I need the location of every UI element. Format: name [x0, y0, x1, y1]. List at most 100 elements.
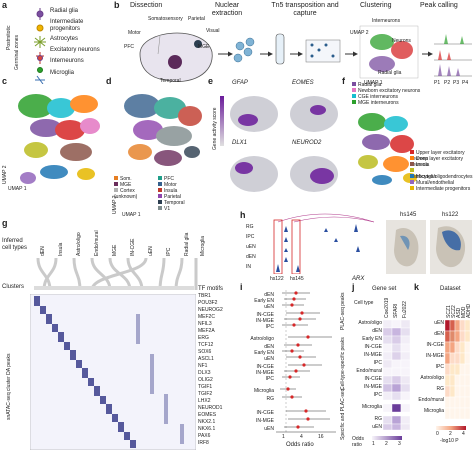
- j-row-10: Microglia: [361, 404, 382, 410]
- panel-f-label: f: [342, 76, 345, 86]
- legend-som: Som.: [114, 176, 132, 182]
- j-tick-2: 2: [385, 441, 388, 447]
- umap2-b: UMAP 2: [350, 30, 369, 36]
- umap2-c: UMAP 2: [2, 165, 8, 184]
- f-legend-newborn-text: Newborn excitatory neurons: [358, 88, 421, 94]
- workflow-diagram: [139, 25, 472, 82]
- k-row-1: dEN: [434, 331, 444, 337]
- f-legend-deep: Deep layer excitatory neurons: [410, 156, 474, 168]
- f-swatch-mge: [352, 100, 356, 104]
- f-legend-mural: Mural/endothelial: [410, 180, 474, 186]
- region-temporal: Temporal: [160, 78, 181, 84]
- i-row-17: uEN: [264, 426, 274, 432]
- f-legend-deep-text: Deep layer excitatory neurons: [410, 156, 463, 168]
- umap-regions-d: [124, 94, 202, 166]
- tf-eomes: EOMES: [198, 412, 217, 418]
- i-row-16: IN-MGE: [255, 418, 274, 424]
- tf-nkx61: NKX6.1: [198, 426, 216, 432]
- f-legend-newborn: Newborn excitatory neurons: [352, 88, 472, 94]
- swatch-cortex: [114, 188, 118, 192]
- gene-arx: ARX: [352, 276, 365, 282]
- i-row-4: IN-MGE: [255, 318, 274, 324]
- panel-j-label: j: [352, 282, 355, 292]
- cell-type-excitatory: Excitatory neurons: [50, 47, 100, 53]
- panel-h-label: h: [240, 210, 246, 220]
- cell-icons: [34, 8, 46, 84]
- legend-motor: Motor: [158, 182, 177, 188]
- cluster-label-rg: Radial glia: [378, 70, 402, 76]
- inferred-label: Inferred cell types: [2, 238, 28, 251]
- umap1-b: UMAP 1: [364, 80, 383, 86]
- f-legend-insula: Insula: [410, 162, 429, 168]
- k-row-8: Microglia: [423, 408, 444, 414]
- f-legend-microglia: Microglia: [410, 174, 436, 180]
- j-row-2: Early EN: [362, 336, 382, 342]
- region-mge: MGE: [198, 44, 210, 50]
- i-row-13: Microglia: [253, 388, 274, 394]
- g-type-astro: Astro/oligo: [76, 232, 82, 256]
- f-swatch-deep: [410, 156, 414, 160]
- legend-cortex: Cortex (unknown): [114, 188, 158, 200]
- g-type-uen: uEN: [148, 246, 154, 256]
- f-swatch-upper: [410, 150, 414, 154]
- tf-nfil3: NFIL3: [198, 321, 212, 327]
- j-row-12: uEN: [372, 424, 382, 430]
- k-row-3: IN-MGE: [425, 353, 444, 359]
- f-legend-insula-text: Insula: [416, 162, 430, 168]
- j-row-0: Astro/oligo: [358, 320, 382, 326]
- region-hs122: hs122: [270, 276, 284, 282]
- i-row-11: IN-MGE: [255, 370, 274, 376]
- g-type-ipc: IPC: [166, 247, 172, 256]
- i-row-12: IPC: [265, 376, 274, 382]
- f-swatch-insula: [410, 162, 414, 166]
- cell-type-radial-glia: Radial glia: [50, 8, 79, 14]
- k-row-4: IPC: [435, 364, 444, 370]
- panel-i-label: i: [240, 282, 243, 292]
- i-xlabel: Odds ratio: [286, 442, 314, 448]
- j-row-3: IN-CGE: [364, 344, 383, 350]
- umap-clusters-c: [18, 94, 100, 184]
- panel-k-label: k: [414, 282, 420, 292]
- j-row-1: dEN: [372, 328, 382, 334]
- step-peak-calling: Peak calling: [420, 2, 458, 9]
- legend-v1-text: V1: [164, 206, 171, 212]
- tf-tgif2: TGIF2: [198, 391, 213, 397]
- g-top-types: dEN Insula Astro/oligo Endo/mural MGE IN…: [36, 228, 206, 256]
- k-colorbar-label: -log10 P: [440, 438, 459, 444]
- tf-mef2c: MEF2C: [198, 314, 215, 320]
- i-row-8: Early EN: [254, 350, 274, 356]
- tf-tbr1: TBR1: [198, 293, 211, 299]
- k-title: Dataset: [440, 286, 461, 292]
- region-somatosensory: Somatosensory: [148, 16, 183, 22]
- swatch-v1: [158, 206, 162, 210]
- f-swatch-astro: [410, 168, 414, 172]
- panel-e-label: e: [208, 76, 214, 86]
- umap1-c: UMAP 1: [8, 186, 27, 192]
- legend-temporal: Temporal: [158, 200, 185, 206]
- i-row-7: dEN: [264, 344, 274, 350]
- legend-pfc-text: PFC: [164, 176, 174, 182]
- i-row-3: IN-CGE: [256, 312, 275, 318]
- region-visual: Visual: [206, 28, 220, 34]
- f-legend-ipc-text: Intermediate progenitors: [416, 186, 471, 192]
- i-row-0: dEN: [264, 292, 274, 298]
- tf-sox6: SOX6: [198, 349, 212, 355]
- f-legend-rg: Radial glia: [352, 82, 381, 88]
- g-type-den: dEN: [40, 246, 46, 256]
- image-hs122-label: hs122: [442, 212, 459, 218]
- k-row-0: uEN: [434, 320, 444, 326]
- gene-gfap: GFAP: [232, 80, 248, 86]
- embryo-images: [386, 220, 472, 274]
- k-tick-0: 0: [436, 431, 439, 437]
- k-tick-2: 2: [449, 431, 452, 437]
- panel-a-label: a: [2, 0, 8, 10]
- region-motor: Motor: [128, 30, 141, 36]
- step-clustering: Clustering: [360, 2, 392, 9]
- tf-tgif1: TGIF1: [198, 384, 213, 390]
- f-swatch-microglia: [410, 174, 414, 178]
- colorbar-e: [220, 96, 224, 146]
- g-type-microglia: Microglia: [200, 235, 206, 256]
- tf-pou3f2: POU3F2: [198, 300, 218, 306]
- sankey-links: [34, 257, 198, 291]
- j-colorbar: [372, 436, 402, 440]
